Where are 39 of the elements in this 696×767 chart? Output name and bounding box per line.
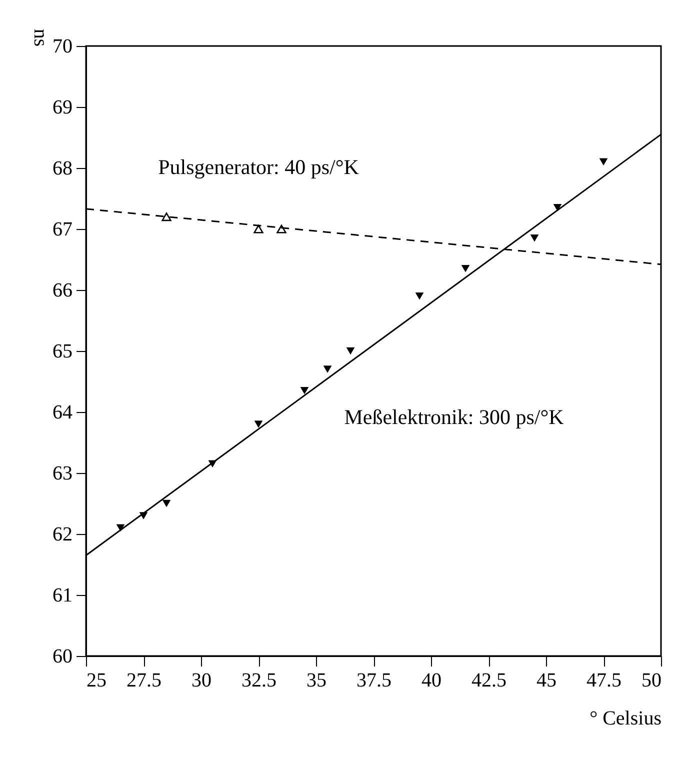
x-tick-label: 50 [642, 670, 662, 692]
y-tick-label: 70 [52, 36, 72, 58]
y-tick-label: 66 [52, 280, 72, 302]
point [346, 347, 355, 355]
x-tick-label: 25 [86, 670, 106, 692]
y-tick-label: 67 [52, 218, 72, 240]
y-tick-label: 65 [52, 340, 72, 362]
annotation: Pulsgenerator: 40 ps/°K [158, 155, 359, 179]
point [300, 387, 309, 394]
y-tick-label: 61 [52, 584, 72, 606]
point [162, 500, 171, 508]
point [254, 420, 263, 428]
x-tick-label: 30 [192, 670, 212, 692]
point [461, 265, 470, 272]
point [276, 224, 286, 234]
x-tick-label: 27.5 [126, 670, 162, 692]
y-tick-label: 60 [52, 646, 72, 668]
x-tick-label: 47.5 [586, 670, 622, 692]
annotation: Meßelektronik: 300 ps/°K [344, 405, 564, 430]
x-tick-label: 40 [422, 670, 442, 692]
point [530, 234, 539, 242]
point [553, 204, 562, 212]
point [323, 366, 332, 373]
y-tick-label: 68 [52, 158, 72, 180]
point [162, 212, 172, 222]
y-tick-label: 69 [52, 96, 72, 118]
y-tick-label: 62 [52, 524, 72, 546]
x-axis-title: ° Celsius [590, 708, 662, 730]
y-tick-label: 64 [52, 402, 72, 424]
x-tick-label: 35 [306, 670, 326, 692]
x-tick-label: 37.5 [356, 670, 392, 692]
x-tick-label: 45 [536, 670, 556, 692]
point [599, 158, 608, 166]
x-tick-label: 42.5 [472, 670, 506, 692]
point [254, 224, 264, 234]
point [415, 292, 424, 300]
x-tick-label: 32.5 [242, 670, 276, 692]
y-tick-label: 63 [52, 462, 72, 484]
y-axis-title: ns [30, 28, 52, 47]
